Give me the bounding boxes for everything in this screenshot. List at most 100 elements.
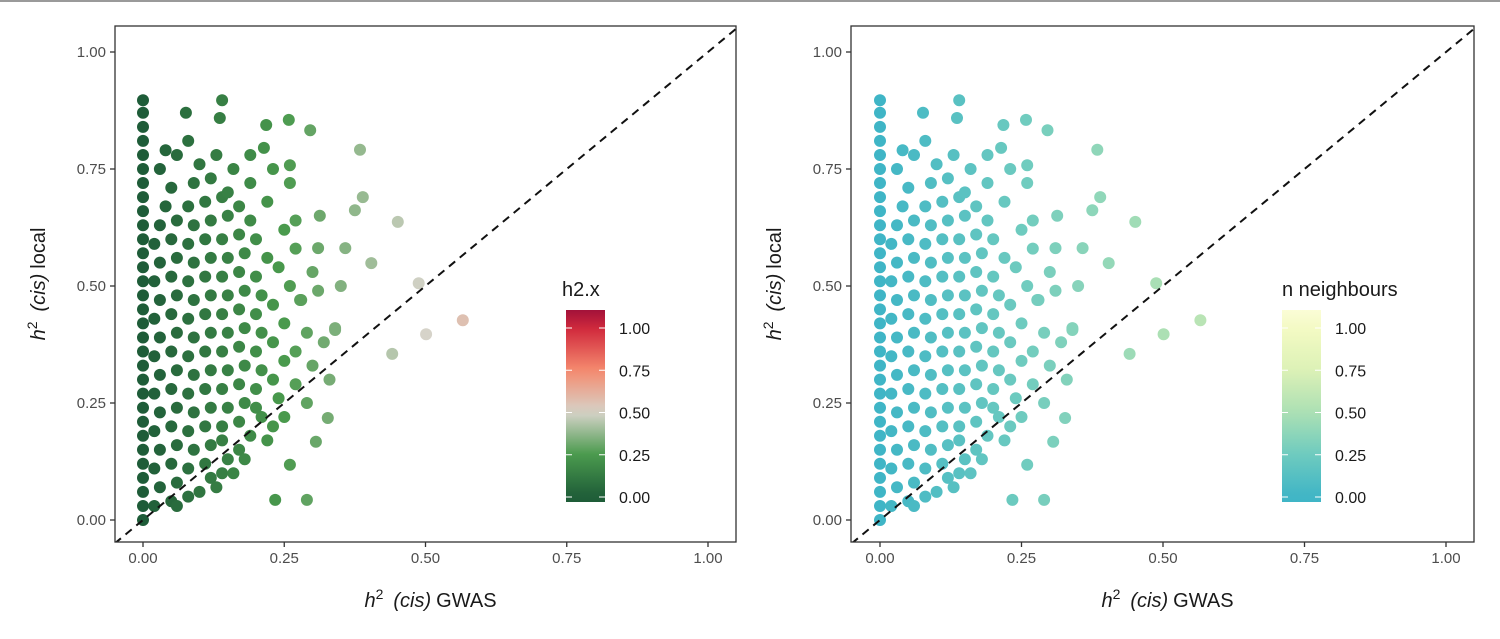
data-point bbox=[137, 106, 149, 119]
data-point bbox=[930, 485, 943, 498]
y-tick-label: 1.00 bbox=[77, 44, 106, 61]
data-point bbox=[902, 308, 915, 321]
data-point bbox=[238, 397, 251, 409]
axis-label-cis: (cis) bbox=[28, 274, 50, 312]
data-point bbox=[1004, 373, 1017, 386]
data-point bbox=[170, 149, 183, 161]
y-axis-title: h2 (cis) local bbox=[24, 228, 50, 341]
data-point bbox=[953, 233, 966, 246]
data-point bbox=[919, 200, 932, 213]
data-point bbox=[199, 195, 212, 208]
data-point bbox=[204, 439, 217, 452]
data-point bbox=[902, 233, 915, 246]
data-point bbox=[992, 364, 1005, 377]
data-point bbox=[1086, 204, 1099, 217]
data-point bbox=[936, 383, 949, 395]
data-point bbox=[1051, 209, 1064, 222]
y-tick-label: 0.00 bbox=[77, 512, 106, 529]
data-point bbox=[199, 308, 212, 321]
data-point bbox=[204, 172, 217, 185]
data-point bbox=[941, 401, 954, 414]
data-point bbox=[874, 500, 886, 512]
data-point bbox=[137, 429, 149, 442]
legend-tick-label: 0.75 bbox=[1335, 363, 1366, 380]
data-point bbox=[902, 270, 915, 283]
data-point bbox=[216, 94, 229, 107]
data-point bbox=[1021, 280, 1034, 292]
x-tick-label: 0.25 bbox=[1007, 550, 1036, 567]
data-point bbox=[137, 149, 149, 161]
data-point bbox=[170, 439, 183, 452]
data-point bbox=[919, 490, 932, 503]
data-point bbox=[216, 270, 229, 283]
legend-tick-label: 0.75 bbox=[619, 363, 650, 380]
data-point bbox=[1043, 266, 1056, 278]
data-point bbox=[137, 415, 149, 428]
data-point bbox=[885, 312, 898, 325]
data-point bbox=[137, 443, 149, 456]
data-point bbox=[874, 359, 886, 372]
data-point bbox=[919, 312, 932, 325]
data-point bbox=[995, 141, 1008, 154]
data-point bbox=[919, 237, 932, 250]
data-point bbox=[941, 364, 954, 377]
data-point bbox=[1102, 257, 1115, 270]
legend-title: n neighbours bbox=[1282, 279, 1398, 301]
data-point bbox=[153, 163, 166, 175]
data-point bbox=[874, 415, 886, 428]
data-point bbox=[902, 181, 915, 194]
data-point bbox=[255, 364, 268, 377]
data-point bbox=[908, 214, 920, 227]
data-point bbox=[179, 106, 192, 119]
data-point bbox=[153, 219, 166, 232]
y-tick-label: 0.00 bbox=[813, 512, 842, 529]
data-point bbox=[908, 364, 920, 377]
data-point bbox=[306, 359, 319, 372]
data-point bbox=[159, 200, 172, 213]
data-point bbox=[216, 233, 229, 246]
data-point bbox=[199, 345, 212, 358]
data-point bbox=[153, 406, 166, 419]
data-point bbox=[919, 387, 932, 400]
data-point bbox=[924, 368, 937, 381]
data-point bbox=[874, 261, 886, 274]
data-point bbox=[953, 467, 966, 480]
data-point bbox=[137, 471, 149, 484]
data-point bbox=[924, 294, 937, 306]
data-point bbox=[187, 443, 200, 456]
data-point bbox=[874, 289, 886, 302]
legend-tick-label: 0.00 bbox=[619, 490, 650, 507]
data-point bbox=[874, 233, 886, 246]
data-point bbox=[891, 481, 903, 494]
data-point bbox=[137, 233, 149, 246]
data-point bbox=[216, 308, 229, 321]
data-point bbox=[204, 326, 217, 339]
data-point bbox=[182, 462, 195, 475]
axis-label-h: h bbox=[764, 329, 786, 340]
data-point bbox=[238, 247, 251, 260]
data-point bbox=[278, 411, 291, 423]
data-point bbox=[981, 149, 994, 161]
data-point bbox=[233, 228, 246, 241]
data-point bbox=[1038, 326, 1051, 339]
data-point bbox=[1015, 223, 1028, 236]
data-point bbox=[210, 149, 223, 161]
data-point bbox=[1047, 435, 1060, 448]
data-point bbox=[1038, 493, 1051, 506]
data-point bbox=[348, 204, 361, 217]
data-point bbox=[159, 144, 172, 157]
data-point bbox=[1021, 159, 1034, 172]
data-point bbox=[874, 191, 886, 204]
data-point bbox=[919, 350, 932, 363]
data-point bbox=[221, 326, 234, 339]
data-point bbox=[165, 345, 178, 358]
data-point bbox=[187, 368, 200, 381]
data-point bbox=[1076, 242, 1089, 255]
data-point bbox=[941, 289, 954, 302]
data-point bbox=[300, 326, 313, 339]
data-point bbox=[250, 270, 262, 283]
data-point bbox=[1004, 420, 1017, 433]
data-point bbox=[233, 378, 246, 391]
data-point bbox=[233, 200, 246, 213]
data-point bbox=[953, 434, 966, 447]
